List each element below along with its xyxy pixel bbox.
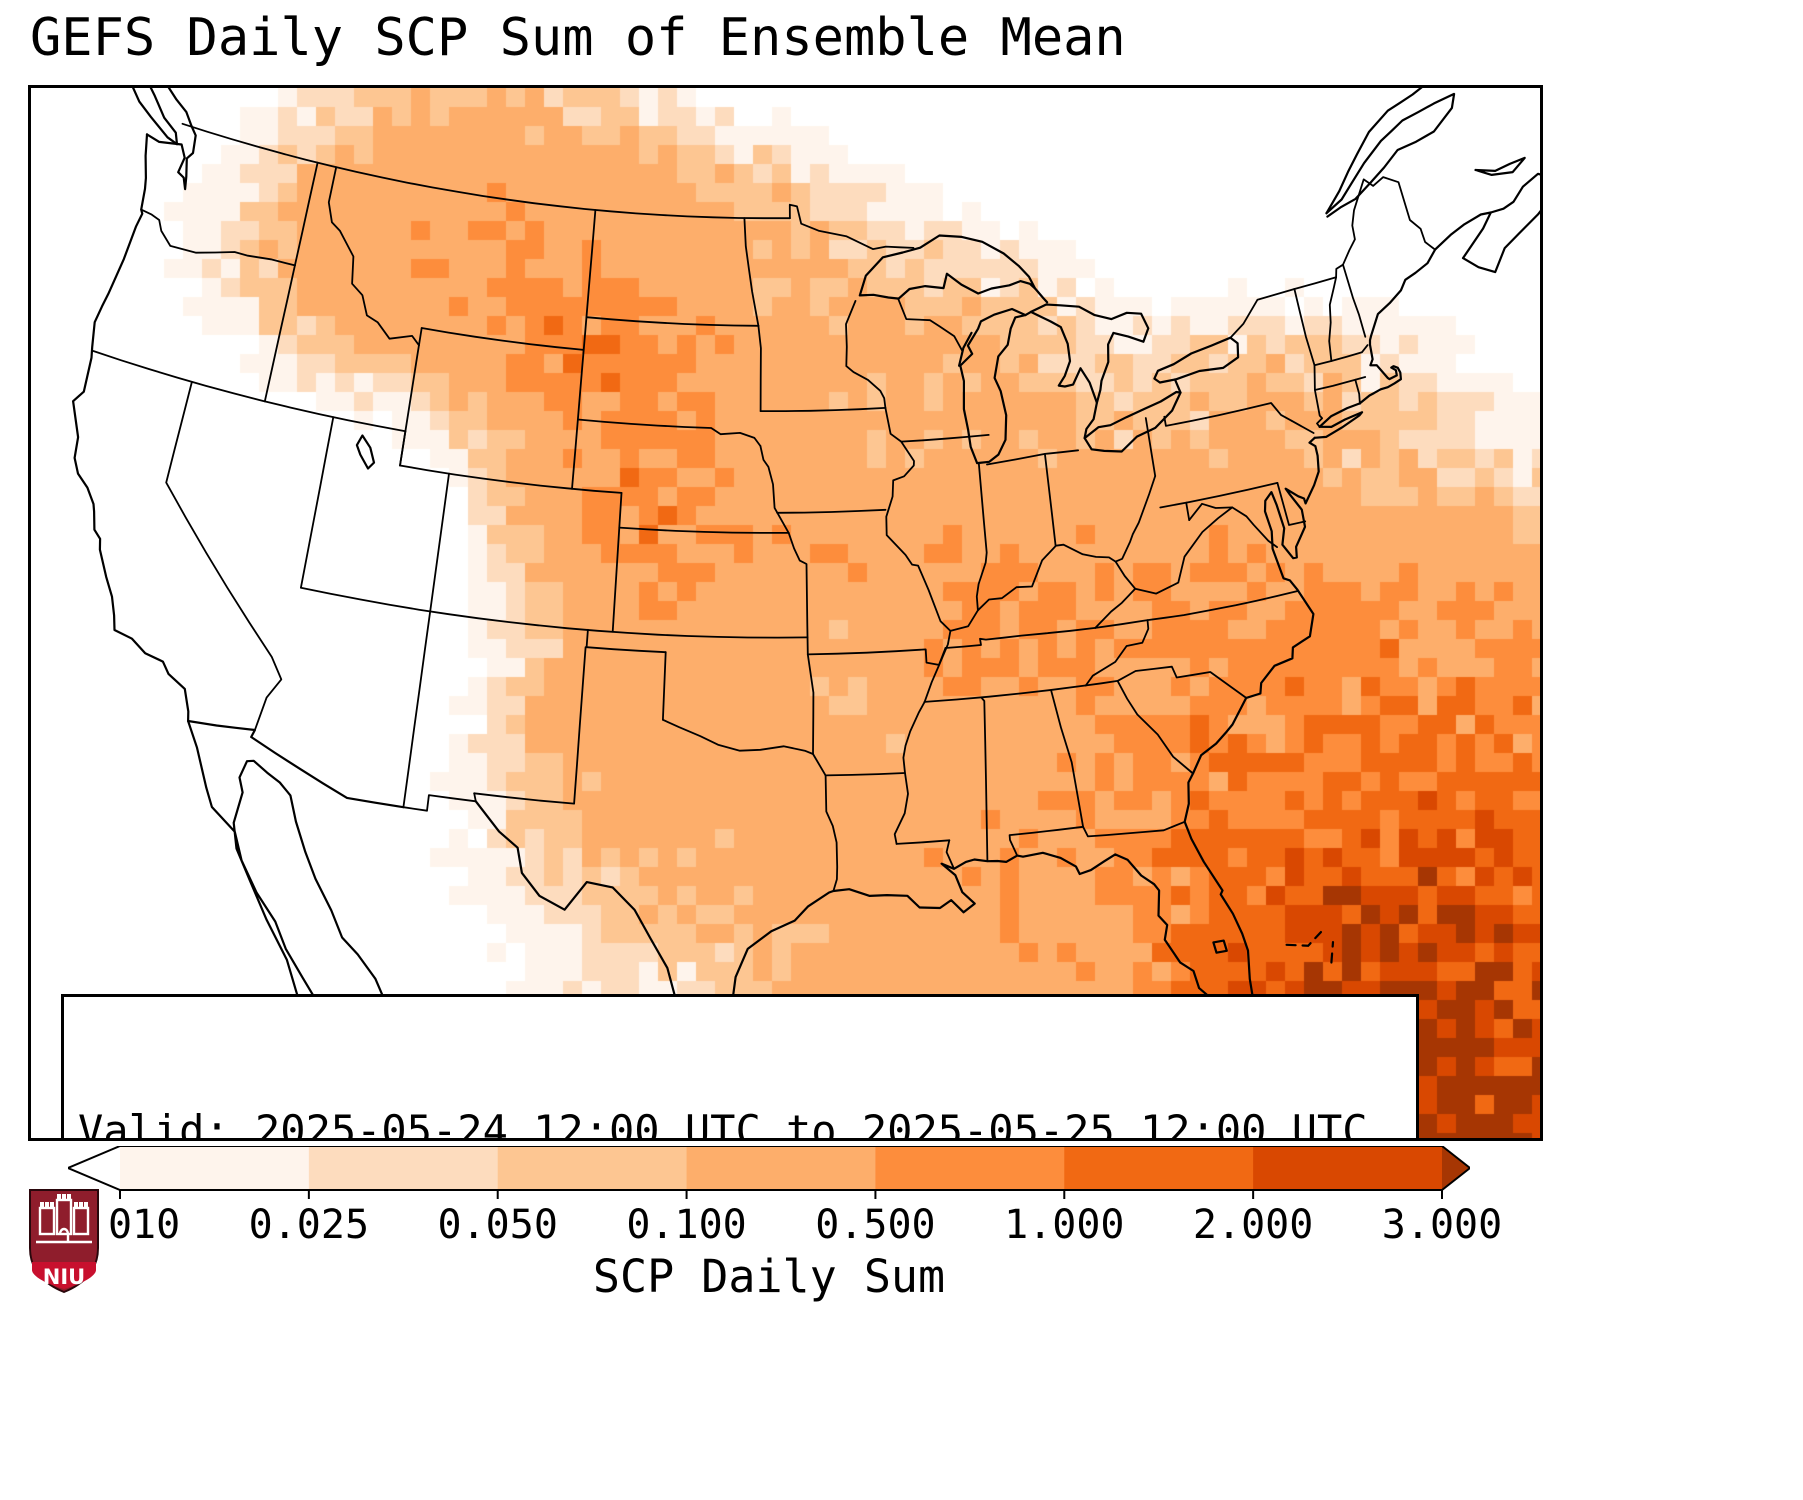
map-boundaries — [72, 88, 1540, 1138]
colorbar — [68, 1146, 1470, 1199]
colorbar-tick-label: 0.100 — [626, 1202, 747, 1248]
colorbar-tick-label: 0.500 — [815, 1202, 936, 1248]
niu-shield-icon: NIU — [29, 1189, 99, 1294]
niu-logo: NIU — [24, 1186, 104, 1298]
colorbar-tick-label: 0.050 — [437, 1202, 558, 1248]
castle-merlons — [40, 1194, 88, 1208]
figure-title: GEFS Daily SCP Sum of Ensemble Mean — [30, 8, 1126, 68]
validity-box: Valid: 2025-05-24 12:00 UTC to 2025-05-2… — [61, 994, 1419, 1141]
shield-band — [32, 1262, 96, 1289]
colorbar-tick-label: 2.000 — [1192, 1202, 1314, 1248]
colorbar-label: SCP Daily Sum — [592, 1250, 946, 1303]
niu-logo-text: NIU — [43, 1265, 85, 1289]
map-panel: Valid: 2025-05-24 12:00 UTC to 2025-05-2… — [28, 85, 1543, 1141]
colorbar-tick-label: 0.025 — [248, 1202, 370, 1248]
colorbar-tick-labels: 0.010 0.025 0.050 0.100 0.500 1.000 2.000 3.000 — [60, 1202, 1502, 1252]
colorbar-tick-label: 3.000 — [1381, 1202, 1503, 1248]
valid-line: Valid: 2025-05-24 12:00 UTC to 2025-05-2… — [78, 1106, 1368, 1141]
colorbar-tick-label: 1.000 — [1004, 1202, 1125, 1248]
